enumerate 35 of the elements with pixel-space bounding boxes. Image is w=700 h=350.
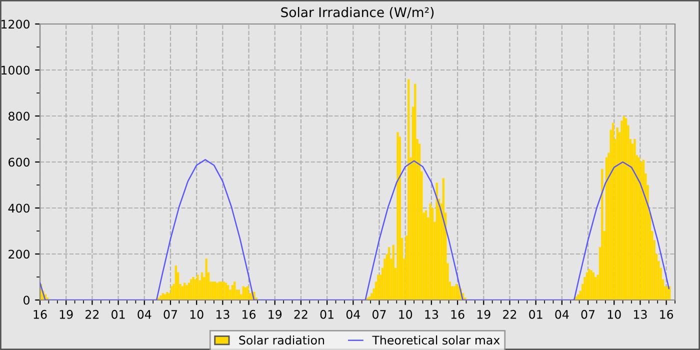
x-tick-label: 07 [581, 310, 595, 319]
y-tick-label: 200 [8, 250, 30, 259]
x-tick-label: 13 [634, 310, 647, 319]
y-tick-label: 1000 [2, 66, 30, 75]
x-tick-label: 13 [425, 310, 438, 319]
x-tick-label: 16 [34, 310, 47, 319]
y-tick-label: 600 [8, 158, 30, 167]
x-tick-label: 04 [346, 310, 360, 319]
x-tick-label: 19 [60, 310, 73, 319]
x-tick-label: 10 [399, 310, 412, 319]
x-tick-label: 22 [294, 310, 308, 319]
x-tick-label: 19 [268, 310, 282, 319]
y-tick-label: 400 [8, 204, 30, 213]
x-tick-label: 16 [451, 310, 464, 319]
x-tick-label: 22 [503, 310, 516, 319]
x-tick-label: 22 [86, 310, 99, 319]
chart-title: Solar Irradiance (W/m²) [281, 7, 434, 19]
x-tick-label: 04 [138, 310, 152, 319]
x-tick-label: 01 [112, 310, 125, 319]
y-tick-label: 0 [24, 296, 30, 305]
x-tick-label: 10 [190, 310, 204, 319]
x-tick-label: 04 [555, 310, 569, 319]
legend-label: Theoretical solar max [372, 335, 500, 345]
x-tick-label: 01 [320, 310, 334, 319]
x-tick-label: 10 [608, 310, 621, 319]
legend-label: Solar radiation [239, 335, 324, 345]
y-tick-label: 800 [8, 112, 30, 121]
x-tick-label: 13 [216, 310, 230, 319]
x-tick-label: 16 [660, 310, 674, 319]
x-tick-label: 01 [529, 310, 542, 319]
x-tick-label: 07 [372, 310, 386, 319]
x-tick-label: 19 [477, 310, 490, 319]
x-tick-label: 16 [242, 310, 256, 319]
y-tick-label: 1200 [2, 20, 30, 29]
x-tick-label: 07 [164, 310, 177, 319]
